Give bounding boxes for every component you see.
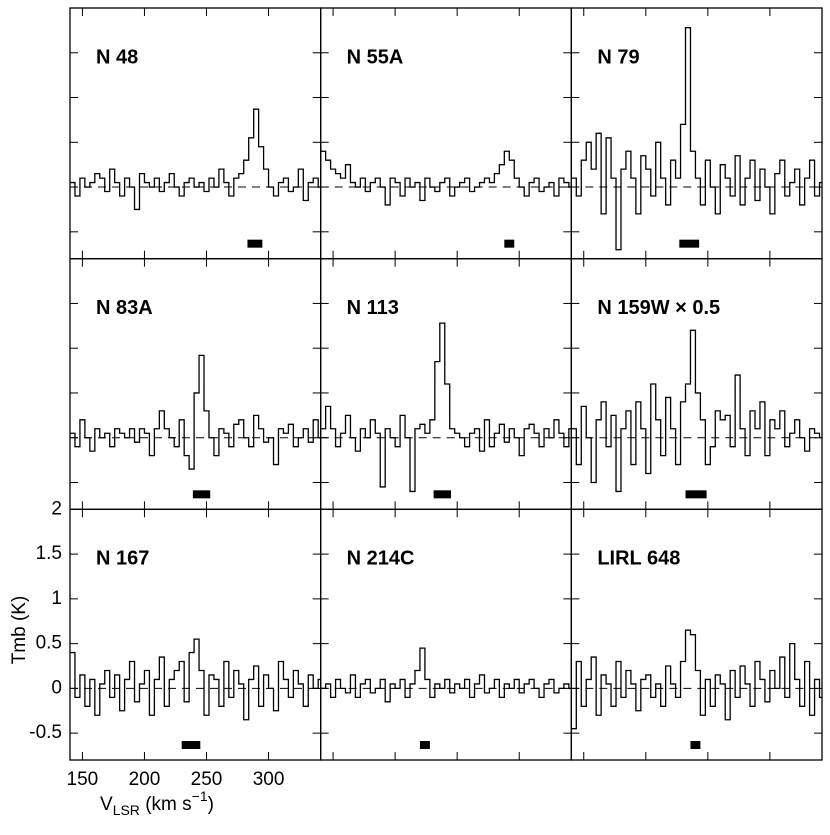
- panel-title: LIRL 648: [597, 548, 680, 570]
- y-tick-label: -0.5: [29, 722, 62, 743]
- spectrum: [70, 638, 321, 721]
- velocity-range: [679, 239, 700, 248]
- panel-title: N 167: [96, 548, 149, 570]
- panel-plot: [70, 354, 321, 499]
- panel-plot: [571, 629, 823, 750]
- panel-plot: [320, 647, 572, 750]
- velocity-range: [504, 239, 515, 248]
- x-tick-label: 250: [191, 769, 223, 790]
- panel-title: N 79: [597, 46, 639, 68]
- spectrum: [571, 27, 823, 251]
- spectrum: [571, 629, 823, 730]
- panel-title: N 113: [347, 297, 399, 319]
- velocity-range: [685, 490, 707, 499]
- velocity-range: [690, 741, 701, 750]
- velocity-range: [247, 239, 263, 248]
- panel-plot: [70, 108, 321, 248]
- x-label-part: ): [208, 794, 214, 815]
- panel-plot: [70, 638, 321, 750]
- spectrum: [70, 354, 321, 470]
- panel-title: N 55A: [347, 46, 404, 68]
- x-label-part: −1: [192, 788, 208, 804]
- x-axis-label: VLSR (km s−1): [100, 788, 214, 818]
- velocity-range: [419, 741, 430, 750]
- panel-plot: [571, 27, 823, 251]
- panel-plot: [320, 322, 572, 499]
- y-axis-label: Tmb (K): [9, 596, 30, 665]
- panel-title: N 48: [96, 46, 138, 68]
- velocity-range: [181, 741, 201, 750]
- panel-title: N 83A: [96, 297, 153, 319]
- panel-frame: [570, 508, 823, 761]
- y-tick-label: 1: [51, 588, 62, 609]
- y-tick-label: 2: [51, 498, 62, 519]
- spectrum: [320, 150, 572, 206]
- velocity-range: [433, 490, 451, 499]
- x-label-part: V: [100, 794, 113, 815]
- y-tick-label: 0: [51, 677, 62, 698]
- y-tick-label: 1.5: [36, 543, 62, 564]
- x-tick-label: 300: [253, 769, 285, 790]
- spectrum: [571, 329, 823, 493]
- panel-plot: [571, 329, 823, 499]
- y-tick-label: 0.5: [36, 633, 62, 654]
- x-tick-label: 200: [129, 769, 161, 790]
- spectrum: [320, 322, 572, 493]
- spectrum: [320, 647, 572, 703]
- x-tick-label: 150: [67, 769, 99, 790]
- x-label-part: (km s: [140, 794, 192, 815]
- panel-title: N 214C: [347, 548, 415, 570]
- x-label-part: LSR: [113, 802, 140, 818]
- panel-plot: [320, 150, 572, 248]
- velocity-range: [192, 490, 211, 499]
- spectrum: [70, 108, 321, 211]
- panel-title: N 159W × 0.5: [597, 297, 720, 319]
